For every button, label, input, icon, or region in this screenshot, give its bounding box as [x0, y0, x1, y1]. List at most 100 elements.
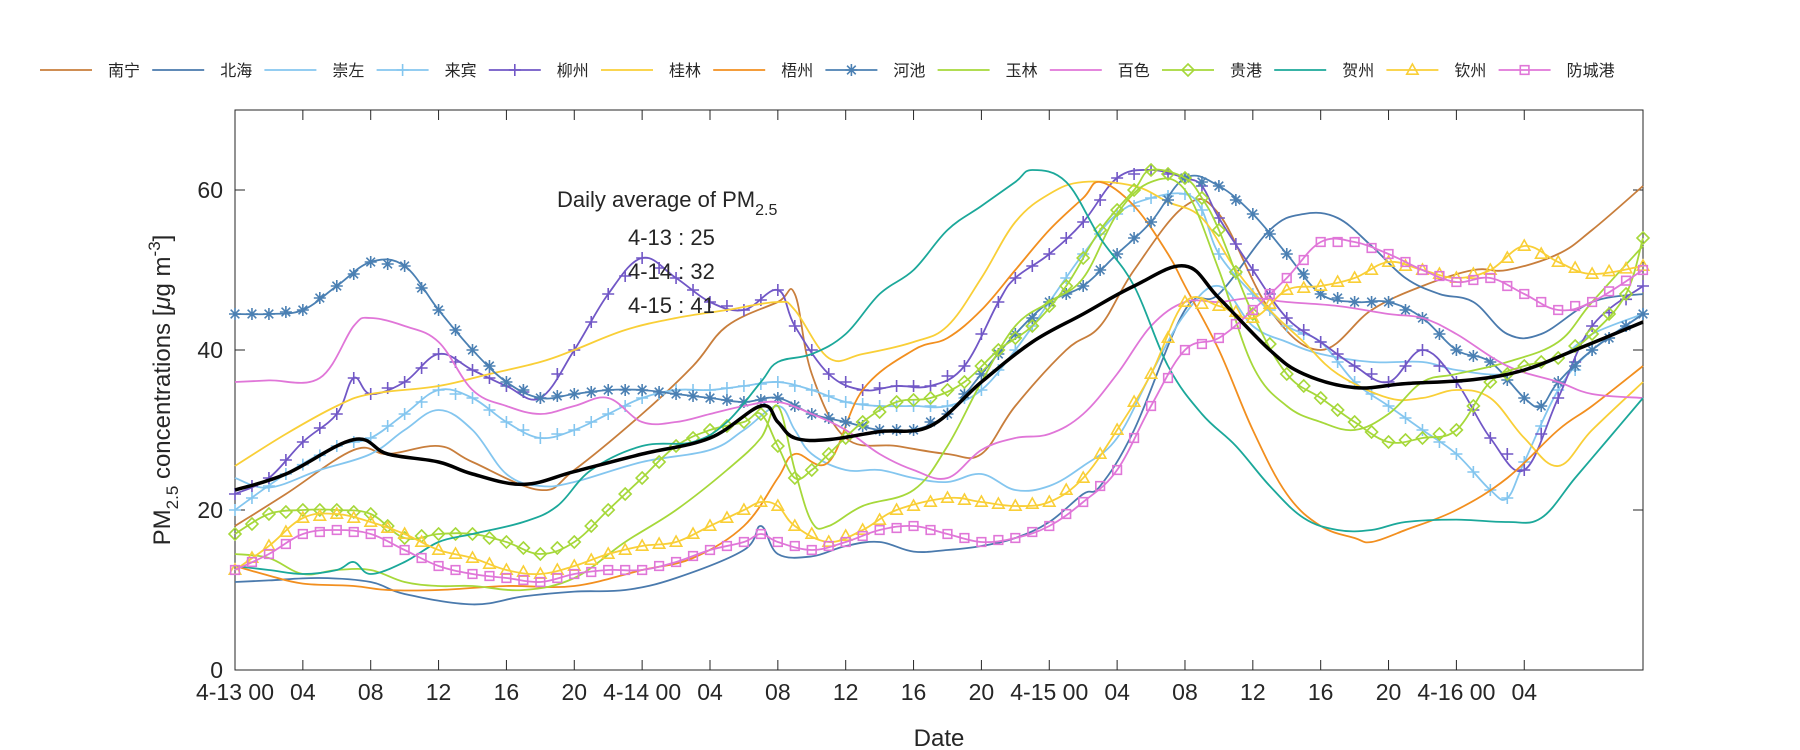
x-tick-label: 4-16 00: [1417, 679, 1495, 705]
data-point: [363, 514, 378, 527]
legend-label: 梧州: [781, 62, 813, 80]
data-point: [652, 536, 667, 549]
data-point: [1331, 292, 1344, 304]
series-line: [234, 169, 1644, 575]
legend-item: 贺州: [1274, 62, 1374, 80]
data-point: [651, 454, 667, 470]
data-point: [974, 494, 989, 507]
data-point: [602, 288, 615, 300]
legend-label: 柳州: [557, 62, 589, 80]
y-tick-label: 40: [197, 337, 223, 363]
data-point: [483, 360, 496, 372]
data-point: [1637, 308, 1649, 320]
legend-label: 贺州: [1342, 62, 1374, 80]
data-point: [450, 564, 461, 576]
data-point: [620, 564, 631, 576]
data-point: [702, 518, 718, 531]
data-point: [1330, 402, 1345, 418]
data-point: [720, 382, 733, 394]
data-point: [1026, 260, 1039, 272]
data-point: [771, 376, 784, 388]
data-point: [1059, 278, 1074, 294]
data-point: [1382, 400, 1395, 412]
data-point: [806, 544, 817, 556]
data-point: [1109, 202, 1125, 218]
data-point: [534, 392, 547, 404]
data-point: [1536, 296, 1547, 308]
data-point: [636, 384, 649, 396]
data-point: [957, 374, 972, 390]
data-point: [398, 376, 411, 388]
data-point: [636, 252, 649, 264]
legend-label: 百色: [1118, 62, 1150, 80]
data-point: [1008, 330, 1023, 346]
data-point: [1518, 392, 1531, 404]
data-point: [1280, 248, 1293, 260]
x-tick-label: 20: [969, 679, 995, 705]
data-point: [670, 272, 683, 284]
data-point: [500, 376, 513, 388]
data-point: [1620, 320, 1633, 332]
x-tick-label: 04: [697, 679, 723, 705]
data-point: [787, 470, 802, 486]
data-point: [1383, 248, 1394, 260]
data-point: [872, 512, 887, 525]
data-point: [1398, 258, 1413, 271]
data-point: [1230, 318, 1241, 330]
data-point: [635, 538, 650, 551]
data-point: [942, 528, 953, 540]
data-point: [1076, 470, 1091, 483]
data-point: [603, 564, 614, 576]
data-point: [431, 542, 446, 555]
data-point: [1145, 192, 1158, 204]
data-point: [1128, 432, 1140, 444]
data-point: [788, 380, 801, 392]
data-point: [331, 524, 342, 536]
data-point: [261, 506, 277, 522]
data-point: [1432, 426, 1447, 442]
data-point: [1502, 280, 1513, 292]
data-point: [398, 260, 411, 272]
data-point: [584, 518, 599, 534]
data-point: [483, 404, 496, 416]
y-tick-label: 0: [210, 657, 223, 683]
data-point: [789, 540, 800, 552]
data-point: [637, 564, 648, 576]
data-point: [262, 308, 275, 320]
legend-item: 北海: [152, 62, 252, 80]
data-point: [991, 342, 1006, 358]
annotation-title-sub: 2.5: [755, 202, 777, 219]
data-point: [720, 394, 733, 406]
data-point: [467, 568, 478, 580]
data-point: [517, 384, 530, 396]
data-point: [313, 292, 326, 304]
data-point: [1451, 276, 1462, 288]
data-point: [602, 384, 615, 396]
series-line: [234, 237, 1644, 583]
data-point: [736, 502, 751, 515]
data-point: [923, 390, 938, 406]
data-point: [1111, 248, 1124, 260]
x-tick-label: 04: [1104, 679, 1130, 705]
data-point: [906, 392, 921, 408]
data-point: [1212, 212, 1225, 224]
y-label-mu: μ: [149, 296, 176, 310]
data-point: [279, 454, 292, 466]
data-point: [873, 382, 886, 394]
data-point: [635, 470, 650, 486]
data-point: [653, 262, 666, 274]
data-point: [992, 296, 1005, 308]
data-point: [1279, 366, 1294, 382]
x-tick-labels: 4-13 00 04 08 12 16 20 4-14 00 04 08 12 16 20 4-15 0…: [196, 679, 1537, 705]
data-point: [924, 400, 937, 412]
y-label-pm: PM: [149, 509, 176, 545]
data-point: [856, 398, 869, 410]
data-point: [1094, 264, 1107, 276]
data-point: [365, 528, 376, 540]
data-point: [788, 320, 801, 332]
series-line: [234, 297, 1644, 480]
data-point: [1229, 194, 1242, 206]
data-point: [1025, 496, 1040, 509]
data-point: [551, 390, 564, 402]
data-point: [845, 64, 858, 76]
